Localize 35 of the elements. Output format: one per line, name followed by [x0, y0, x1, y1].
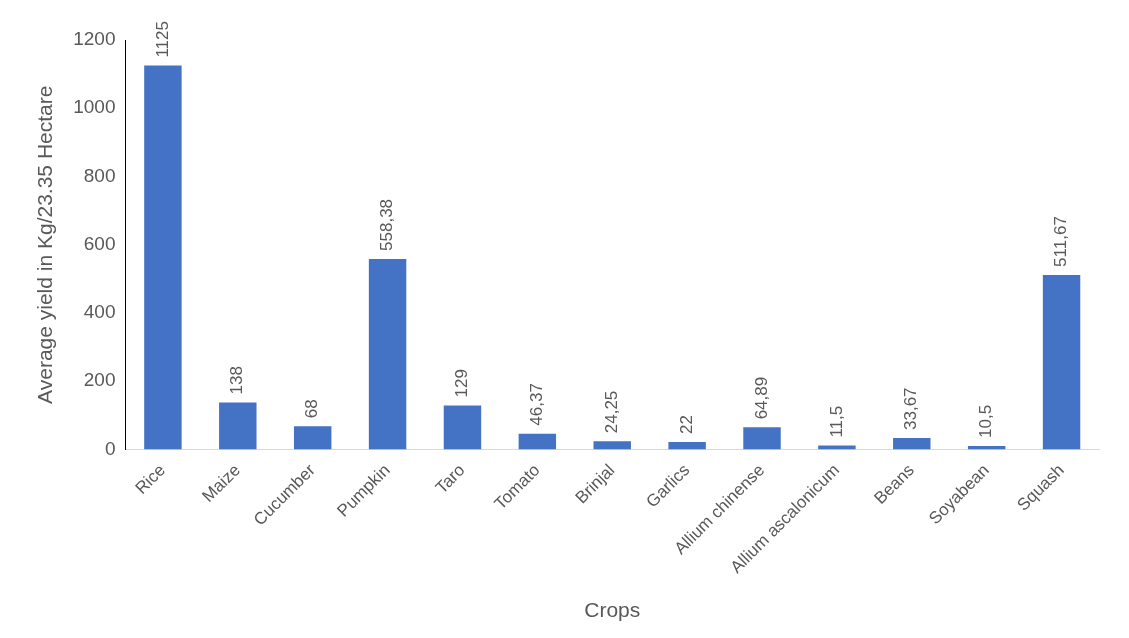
y-tick-label: 200: [83, 369, 116, 391]
bar: [443, 405, 482, 450]
bar: [1042, 274, 1081, 450]
data-label: 511,67: [1051, 216, 1071, 267]
data-label: 10,5: [976, 404, 996, 438]
data-label: 138: [227, 366, 247, 395]
x-tick-label: Rice: [131, 460, 170, 498]
x-axis-title: Crops: [584, 598, 641, 622]
bar: [219, 402, 257, 450]
bar: [368, 258, 407, 450]
data-label: 33,67: [901, 387, 921, 430]
data-label: 22: [676, 415, 696, 434]
data-label: 558,38: [377, 198, 397, 251]
bar: [293, 426, 332, 450]
data-label: 64,89: [751, 376, 771, 420]
bar: [743, 427, 781, 450]
bar: [668, 441, 706, 450]
data-label: 1125: [152, 21, 172, 58]
bar: [593, 441, 631, 450]
data-label: 129: [452, 369, 472, 398]
data-label: 68: [302, 399, 322, 419]
data-label: 24,25: [601, 390, 621, 434]
data-label: 46,37: [527, 383, 547, 426]
bar: [144, 65, 182, 450]
x-tick-label: Taro: [431, 460, 469, 498]
y-axis-title: Average yield in Kg/23.35 Hectare: [33, 85, 57, 404]
y-tick-label: 1000: [73, 96, 116, 118]
y-tick-label: 0: [104, 437, 116, 459]
y-tick-label: 1200: [73, 28, 116, 50]
y-tick-label: 400: [83, 301, 116, 323]
bar: [893, 438, 931, 450]
bar: [518, 433, 557, 450]
y-tick-label: 600: [83, 232, 116, 254]
y-tick-label: 800: [83, 164, 116, 186]
data-label: 11,5: [826, 405, 846, 438]
